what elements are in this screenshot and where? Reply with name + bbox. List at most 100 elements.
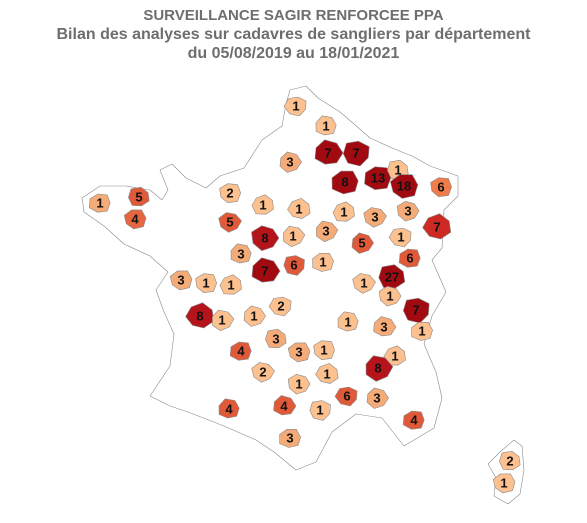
department-count-d14: 7 bbox=[352, 146, 359, 161]
corsica-outline bbox=[487, 439, 525, 505]
department-d33 bbox=[169, 270, 193, 291]
department-count-d26: 1 bbox=[397, 230, 404, 245]
department-count-d30: 1 bbox=[319, 255, 326, 270]
department-regions bbox=[88, 96, 521, 494]
department-d31 bbox=[398, 248, 421, 268]
department-d51 bbox=[251, 362, 275, 383]
department-d9 bbox=[283, 225, 306, 247]
department-count-d62: 2 bbox=[506, 454, 513, 469]
department-count-d41: 2 bbox=[277, 299, 284, 314]
department-d40 bbox=[243, 305, 266, 327]
department-d42 bbox=[337, 311, 359, 332]
department-d54 bbox=[365, 355, 394, 382]
department-count-d7: 8 bbox=[261, 231, 268, 246]
department-count-d28: 7 bbox=[261, 264, 268, 279]
department-count-d44: 7 bbox=[412, 303, 419, 318]
department-count-d32: 27 bbox=[385, 270, 399, 285]
department-d55 bbox=[366, 387, 389, 409]
department-d63 bbox=[492, 473, 516, 494]
department-d10 bbox=[279, 151, 302, 173]
department-count-d10: 3 bbox=[286, 155, 293, 170]
department-d57 bbox=[218, 398, 240, 419]
department-d20 bbox=[332, 201, 355, 222]
department-d22 bbox=[396, 201, 420, 222]
department-d26 bbox=[388, 227, 412, 248]
department-count-d40: 1 bbox=[250, 309, 257, 324]
department-count-d24: 3 bbox=[322, 224, 329, 239]
department-d60 bbox=[279, 428, 301, 448]
department-d49 bbox=[313, 340, 335, 361]
department-count-d8: 1 bbox=[295, 202, 302, 217]
department-count-d34: 1 bbox=[202, 276, 209, 291]
department-count-d37: 1 bbox=[386, 289, 393, 304]
department-d34 bbox=[195, 273, 217, 294]
department-count-d35: 1 bbox=[227, 278, 234, 293]
department-count-d12: 1 bbox=[322, 119, 329, 134]
department-count-d5: 1 bbox=[259, 198, 266, 213]
department-d35 bbox=[219, 274, 242, 295]
department-count-d23: 7 bbox=[433, 220, 440, 235]
department-count-d19: 6 bbox=[437, 180, 444, 195]
department-count-d47: 3 bbox=[272, 332, 279, 347]
department-d58 bbox=[273, 395, 297, 416]
department-d48 bbox=[287, 342, 311, 363]
department-count-d59: 1 bbox=[316, 403, 323, 418]
department-count-d63: 1 bbox=[500, 476, 507, 491]
department-d52 bbox=[287, 373, 311, 395]
department-d37 bbox=[378, 285, 402, 307]
department-d30 bbox=[312, 253, 334, 272]
department-count-d61: 4 bbox=[410, 413, 418, 428]
department-count-d16: 13 bbox=[371, 171, 385, 186]
department-count-d13: 7 bbox=[324, 146, 331, 161]
title-period: du 05/08/2019 au 18/01/2021 bbox=[187, 45, 400, 62]
department-d41 bbox=[268, 296, 292, 317]
department-count-d21: 3 bbox=[371, 210, 378, 225]
department-count-d36: 1 bbox=[360, 276, 367, 291]
department-count-d55: 3 bbox=[373, 391, 380, 406]
department-d1 bbox=[88, 193, 111, 213]
department-count-d52: 1 bbox=[295, 377, 302, 392]
department-d61 bbox=[402, 410, 425, 430]
department-d12 bbox=[315, 115, 337, 136]
department-count-d18: 18 bbox=[397, 179, 411, 194]
department-count-d4: 2 bbox=[226, 186, 233, 201]
department-d6 bbox=[218, 212, 242, 233]
department-d43 bbox=[373, 316, 397, 337]
department-count-d11: 1 bbox=[292, 99, 299, 114]
department-d44 bbox=[402, 297, 430, 324]
department-count-d3: 4 bbox=[131, 212, 139, 227]
department-count-d6: 5 bbox=[226, 215, 233, 230]
department-d36 bbox=[352, 273, 376, 294]
department-count-d17: 1 bbox=[394, 163, 401, 178]
department-d39 bbox=[212, 309, 235, 332]
department-d28 bbox=[251, 257, 281, 283]
department-d53 bbox=[315, 363, 339, 384]
department-count-d38: 8 bbox=[196, 309, 203, 324]
department-count-d29: 6 bbox=[290, 258, 297, 273]
department-count-d2: 5 bbox=[135, 190, 142, 205]
department-count-d58: 4 bbox=[280, 399, 288, 414]
department-d21 bbox=[363, 207, 387, 228]
department-d19 bbox=[430, 177, 452, 197]
department-count-d49: 1 bbox=[320, 343, 327, 358]
department-count-d48: 3 bbox=[295, 345, 302, 360]
department-count-d56: 6 bbox=[343, 389, 350, 404]
department-d13 bbox=[314, 139, 344, 165]
title-subtitle: Bilan des analyses sur cadavres de sangl… bbox=[56, 26, 531, 43]
department-count-d46: 4 bbox=[237, 344, 245, 359]
department-count-d53: 1 bbox=[323, 367, 330, 382]
department-d14 bbox=[342, 140, 370, 167]
department-d62 bbox=[499, 450, 521, 471]
department-d7 bbox=[251, 225, 280, 251]
department-d45 bbox=[411, 321, 433, 341]
department-count-d50: 1 bbox=[391, 349, 398, 364]
department-d11 bbox=[283, 96, 307, 117]
department-d8 bbox=[287, 198, 311, 219]
department-count-d51: 2 bbox=[259, 365, 266, 380]
department-d46 bbox=[229, 341, 252, 361]
department-d50 bbox=[383, 345, 406, 366]
department-count-d57: 4 bbox=[225, 402, 233, 417]
department-d56 bbox=[334, 386, 358, 407]
